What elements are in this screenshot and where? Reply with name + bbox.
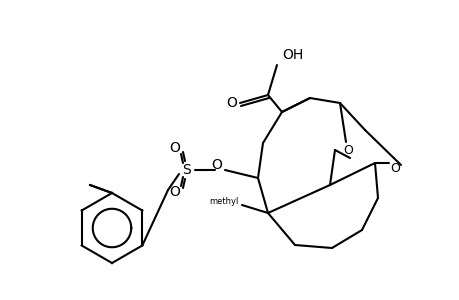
Text: OH: OH [281,48,302,62]
Text: O: O [226,96,237,110]
Text: O: O [342,143,352,157]
Text: methyl: methyl [209,197,238,206]
Text: O: O [389,161,399,175]
Text: O: O [169,185,180,199]
Text: S: S [182,163,191,177]
Text: O: O [169,141,180,155]
Text: O: O [211,158,222,172]
